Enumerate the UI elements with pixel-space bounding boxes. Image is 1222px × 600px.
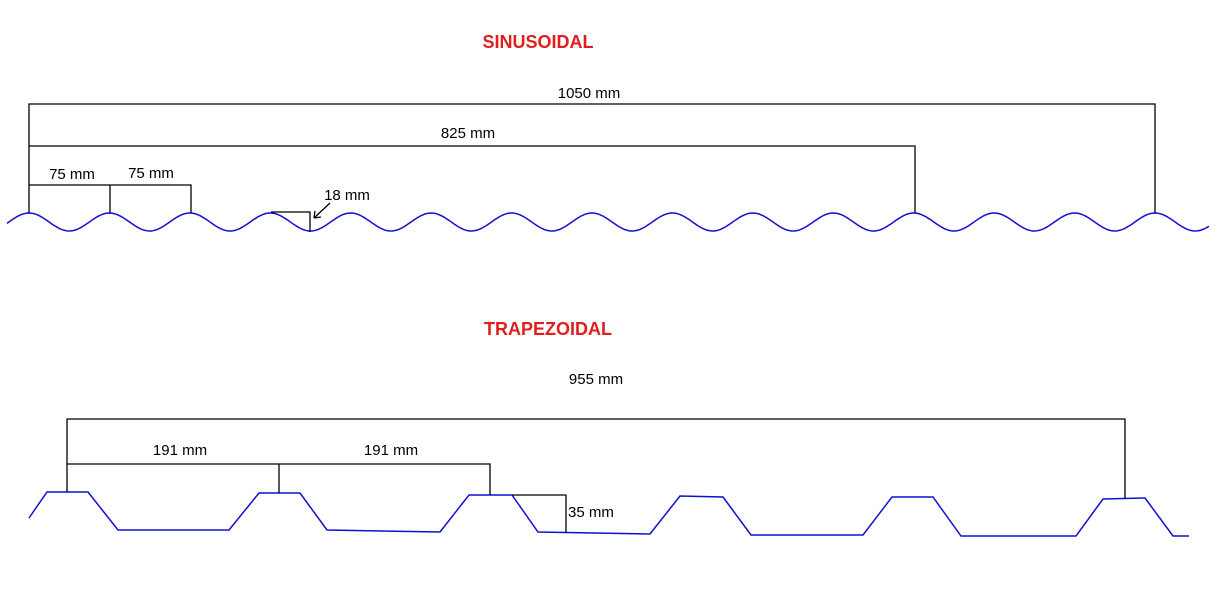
arrow (313, 202, 331, 219)
trapezoidal-profile (28, 491, 1189, 537)
dimension-label: 35 mm (568, 504, 614, 521)
title: TRAPEZOIDAL (484, 319, 612, 339)
sinusoidal-profile (6, 212, 1210, 232)
dimension-line (28, 103, 1156, 232)
dimension-label: 825 mm (441, 125, 495, 142)
dimension-label: 955 mm (569, 371, 623, 388)
dimension-label: 75 mm (49, 166, 95, 183)
title: SINUSOIDAL (482, 32, 593, 52)
dimension-label: 191 mm (153, 442, 207, 459)
dimension-label: 18 mm (324, 187, 370, 204)
dimension-line (66, 418, 1126, 533)
dimension-label: 191 mm (364, 442, 418, 459)
dimension-label: 75 mm (128, 165, 174, 182)
dimension-label: 1050 mm (558, 85, 621, 102)
